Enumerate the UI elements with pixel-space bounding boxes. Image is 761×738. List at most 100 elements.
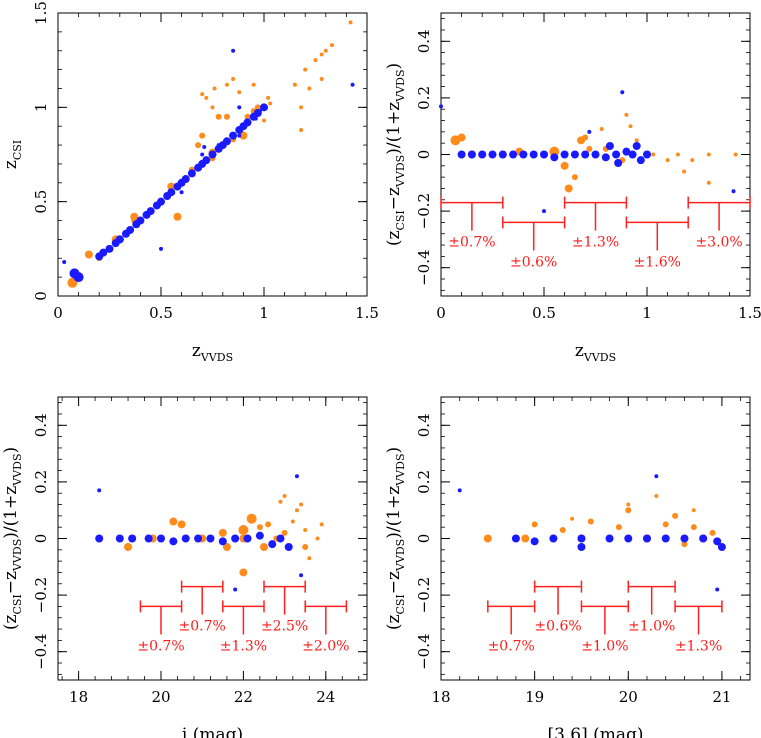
orange-data-point: [599, 127, 604, 132]
x-tick-label: 19: [525, 688, 544, 706]
y-tick-label: 1.5: [32, 1, 50, 25]
y-tick-label: 0: [415, 150, 433, 160]
orange-data-point: [224, 82, 229, 87]
y-tick-label: 0.2: [415, 470, 433, 494]
y-axis-label-part: VVDS: [394, 155, 407, 188]
bin-scatter-label: ±1.0%: [581, 638, 628, 654]
blue-data-point: [540, 150, 548, 159]
bin-error-bar: ±1.3%: [220, 600, 267, 654]
blue-data-point: [237, 105, 242, 110]
orange-data-point: [282, 494, 287, 499]
blue-data-point: [478, 150, 487, 159]
blue-data-point: [350, 82, 355, 87]
blue-data-point: [467, 150, 476, 159]
bin-error-bar: ±2.0%: [302, 600, 349, 654]
orange-data-point: [299, 127, 304, 132]
y-axis-label-part: ): [384, 447, 404, 454]
y-axis-label-part: VVDS: [394, 70, 407, 103]
orange-data-point: [231, 77, 236, 82]
x-tick-label: 1: [259, 304, 269, 322]
blue-data-point: [577, 542, 586, 551]
blue-data-point: [243, 118, 252, 127]
bin-scatter-label: ±1.3%: [675, 638, 722, 654]
blue-data-point: [632, 142, 641, 151]
x-tick-label: 0.5: [149, 304, 173, 322]
orange-data-point: [260, 542, 268, 551]
x-tick-label: 20: [619, 688, 638, 706]
blue-data-point: [620, 90, 625, 95]
orange-data-point: [313, 58, 318, 63]
blue-data-point: [222, 137, 231, 146]
orange-data-point: [281, 529, 288, 536]
y-axis-label-part: )/(1+z: [1, 486, 21, 539]
blue-data-point: [581, 150, 590, 159]
orange-data-point: [571, 174, 578, 181]
x-axis-label: i (mag): [182, 725, 243, 738]
orange-data-point: [237, 90, 242, 95]
blue-data-point: [591, 150, 600, 159]
orange-data-point: [681, 541, 688, 548]
blue-data-point: [202, 156, 211, 165]
blue-data-point: [229, 131, 238, 140]
x-tick-label: 22: [234, 688, 253, 706]
x-axis-label-main: z: [575, 341, 584, 361]
orange-data-point: [709, 529, 716, 536]
orange-data-point: [531, 521, 538, 528]
orange-data-point: [651, 152, 656, 157]
orange-data-point: [266, 95, 271, 100]
orange-data-point: [124, 542, 133, 551]
y-tick-label: −0.2: [415, 193, 433, 229]
bin-error-bar: ±0.6%: [533, 580, 583, 635]
orange-data-point: [662, 521, 669, 528]
orange-data-point: [299, 502, 304, 507]
x-tick-label: 1.5: [355, 304, 379, 322]
bin-error-bar: ±0.7%: [440, 196, 504, 251]
blue-data-point: [717, 542, 726, 551]
x-tick-label: 1.5: [738, 304, 761, 322]
x-axis-label-subscript: VVDS: [583, 351, 616, 364]
orange-data-point: [582, 134, 589, 141]
y-axis-label-part: VVDS: [11, 454, 24, 487]
orange-data-point: [244, 113, 251, 120]
orange-data-point: [654, 494, 659, 499]
orange-data-point: [246, 513, 257, 524]
orange-data-point: [564, 184, 573, 193]
blue-data-point: [218, 537, 227, 546]
blue-data-point: [181, 175, 190, 184]
orange-data-point: [672, 512, 679, 519]
blue-data-point: [699, 534, 708, 543]
y-tick-label: −0.4: [32, 633, 50, 669]
orange-data-point: [559, 527, 566, 534]
blue-data-point: [612, 150, 621, 159]
orange-data-point: [624, 112, 629, 117]
blue-data-point: [268, 540, 277, 549]
blue-data-point: [167, 188, 176, 197]
bin-scatter-label: ±0.7%: [488, 638, 535, 654]
y-axis-label-subscript: CSI: [11, 140, 24, 160]
blue-data-point: [542, 209, 546, 214]
blue-data-point: [237, 133, 242, 138]
blue-data-point: [128, 534, 137, 543]
y-tick-label: 0.2: [32, 470, 50, 494]
orange-data-point: [299, 105, 304, 110]
orange-data-point: [675, 152, 680, 157]
blue-data-point: [519, 150, 528, 159]
blue-data-point: [260, 103, 268, 112]
blue-data-point: [105, 244, 114, 253]
x-tick-label: 1: [642, 304, 652, 322]
orange-data-point: [570, 516, 575, 521]
y-axis-label: (zCSI−zVVDS)/(1+zVVDS): [1, 447, 24, 630]
bin-error-bar: ±2.5%: [261, 580, 308, 635]
y-tick-label: 0.2: [415, 86, 433, 110]
x-axis-label: zVVDS: [192, 341, 233, 364]
blue-data-point: [643, 534, 651, 543]
x-tick-label: 18: [69, 688, 88, 706]
blue-data-point: [731, 189, 736, 194]
bin-scatter-label: ±1.0%: [628, 619, 675, 635]
bin-error-bar: ±1.0%: [580, 600, 630, 654]
blue-data-point: [146, 207, 155, 216]
bin-error-bar: ±0.7%: [487, 600, 536, 654]
orange-data-point: [223, 113, 230, 120]
blue-data-point: [299, 573, 304, 578]
y-axis-label-part: VVDS: [394, 539, 407, 572]
